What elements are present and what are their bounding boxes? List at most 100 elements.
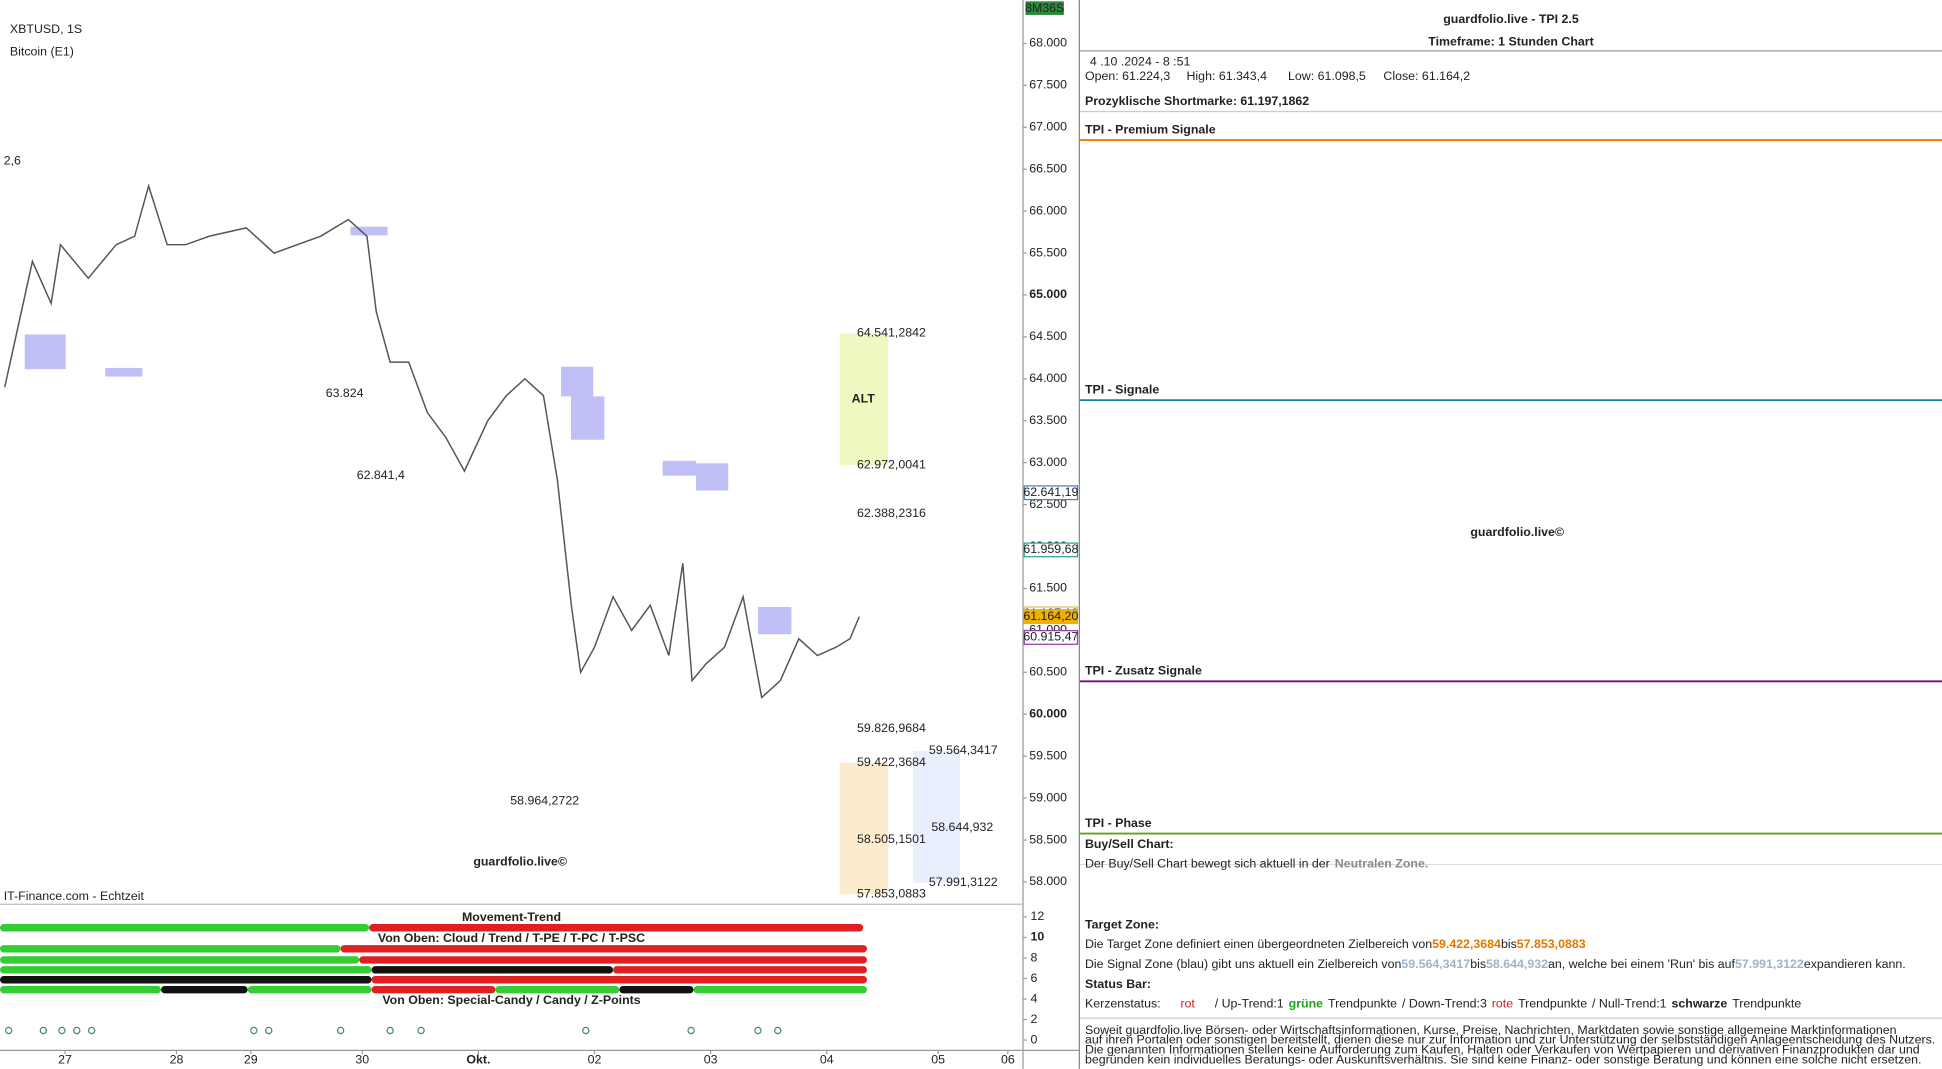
price-tag-label: 61.959,68: [1023, 542, 1078, 556]
watermark: guardfolio.live©: [473, 854, 567, 868]
disclaimer: auf ihren Portalen oder sonstigen bereit…: [1085, 1033, 1935, 1047]
signal-box: [662, 460, 697, 476]
trend-dots: [371, 976, 867, 984]
text-segment: Trendpunkte: [1518, 997, 1587, 1011]
heading: Target Zone:: [1085, 918, 1159, 932]
timer-box: [1025, 1, 1064, 15]
text-segment: an, welche bei einem 'Run' bis auf: [1548, 957, 1736, 971]
level-label: 59.826,9684: [857, 721, 926, 735]
y-tick-label: 66.000: [1029, 203, 1067, 217]
text-segment: expandieren kann.: [1804, 957, 1906, 971]
z-point: [87, 1026, 96, 1035]
z-point: [386, 1026, 394, 1035]
level-label: 59.422,3684: [857, 755, 926, 769]
trend-dots: [371, 966, 614, 974]
target-zone: [839, 333, 889, 466]
trend-dots: [369, 924, 864, 932]
z-point: [265, 1026, 273, 1035]
z-point: [336, 1026, 345, 1035]
x-tick-label: 02: [588, 1053, 602, 1067]
section-title: TPI - Phase: [1085, 816, 1152, 830]
z-point: [754, 1026, 762, 1035]
text-segment: grüne: [1289, 997, 1323, 1011]
text-segment: Der Buy/Sell Chart bewegt sich aktuell i…: [1085, 857, 1330, 871]
ind-tick-label: 8: [1030, 950, 1037, 964]
trend-dots: [0, 956, 360, 964]
chart-title: XBTUSD, 1S: [10, 22, 82, 36]
ind-tick-label: 10: [1030, 930, 1044, 944]
price-line: [3, 183, 860, 699]
ind-tick-label: 0: [1030, 1032, 1037, 1046]
text-segment: 59.422,3684: [1432, 937, 1501, 951]
disclaimer: Die genannten Informationen stellen kein…: [1085, 1043, 1920, 1057]
level-label: 62.388,2316: [857, 506, 926, 520]
source: IT-Finance.com - Echtzeit: [4, 889, 145, 903]
text-line: Der Buy/Sell Chart bewegt sich aktuell i…: [1085, 857, 1428, 871]
signal-box: [696, 463, 729, 491]
x-tick-label: 03: [704, 1053, 718, 1067]
y-tick-label: 65.000: [1029, 287, 1067, 301]
ohlc: High: 61.343,4: [1187, 69, 1268, 83]
section-title: TPI - Zusatz Signale: [1085, 664, 1202, 678]
y-tick-label: 58.000: [1029, 874, 1067, 888]
text-line: Kerzenstatus: rot / Up-Trend:1 grüne Trendpu…: [1085, 997, 1801, 1011]
z-point: [58, 1026, 66, 1035]
y-tick-label: 66.500: [1029, 161, 1067, 175]
target-zone: [912, 750, 960, 883]
y-tick-label: 61.500: [1029, 581, 1067, 595]
z-point: [39, 1026, 48, 1035]
y-tick-label: 60.500: [1029, 665, 1067, 679]
text-segment: 57.991,3122: [1735, 957, 1804, 971]
price-tag-label: 60.915,47: [1023, 630, 1078, 644]
ohlc: Close: 61.164,2: [1383, 69, 1470, 83]
trend-dots: [693, 985, 867, 994]
text-segment: Neutralen Zone.: [1335, 857, 1429, 871]
level-label: 58.644,932: [931, 820, 993, 834]
trend-dots: [0, 945, 341, 953]
chart-subtitle: Bitcoin (E1): [10, 44, 74, 58]
z-point: [417, 1026, 425, 1035]
level-label: 58.505,1501: [857, 832, 926, 846]
signal-box: [350, 226, 388, 236]
text-segment: Die Target Zone definiert einen übergeor…: [1085, 937, 1432, 951]
text-segment: Die Signal Zone (blau) gibt uns aktuell …: [1085, 957, 1402, 971]
trend-dots: [359, 956, 867, 964]
price-tag: [1023, 485, 1079, 501]
y-tick-label: 64.000: [1029, 371, 1067, 385]
x-tick-label: 28: [170, 1053, 184, 1067]
text-segment: rote: [1492, 997, 1513, 1011]
ohlc: Low: 61.098,5: [1288, 69, 1366, 83]
text-line: Die Signal Zone (blau) gibt uns aktuell …: [1085, 957, 1906, 971]
level-label: 63.824: [326, 386, 364, 400]
trend-dots: [0, 924, 370, 932]
z-point: [250, 1026, 258, 1035]
disclaimer: Soweit guardfolio.live Börsen- oder Wirt…: [1085, 1023, 1897, 1037]
ind-title: Movement-Trend: [462, 910, 561, 924]
text-segment: schwarze: [1672, 997, 1728, 1011]
trend-dots: [0, 985, 162, 994]
price-tag: [1023, 609, 1079, 625]
panel-title: guardfolio.live - TPI 2.5: [1443, 12, 1579, 26]
x-tick-label: 29: [244, 1053, 258, 1067]
x-tick-label: 06: [1001, 1053, 1015, 1067]
z-point: [687, 1026, 695, 1035]
y-tick-label: 65.500: [1029, 245, 1067, 259]
shortmark: Prozyklische Shortmarke: 61.197,1862: [1085, 94, 1309, 108]
trend-dots: [340, 945, 867, 953]
x-tick-label: 27: [58, 1053, 72, 1067]
text-line: Die Target Zone definiert einen übergeor…: [1085, 937, 1586, 951]
y-tick-label: 67.500: [1029, 78, 1067, 92]
text-segment: 59.564,3417: [1401, 957, 1470, 971]
heading: Status Bar:: [1085, 977, 1151, 991]
text-segment: 57.853,0883: [1517, 937, 1586, 951]
target-zone: [839, 762, 889, 895]
y-tick-label: 68.000: [1029, 36, 1067, 50]
trend-dots: [0, 966, 372, 974]
y-tick-label: 59.500: [1029, 748, 1067, 762]
text-segment: Kerzenstatus:: [1085, 997, 1161, 1011]
section-title: TPI - Signale: [1085, 382, 1159, 396]
text-segment: 58.644,932: [1486, 957, 1548, 971]
text-segment: rot: [1180, 997, 1195, 1011]
